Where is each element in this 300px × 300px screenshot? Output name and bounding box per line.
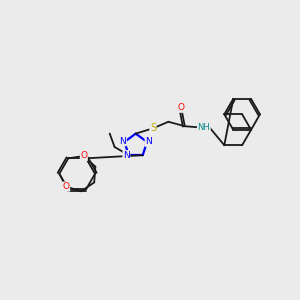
- Text: N: N: [145, 137, 152, 146]
- Text: O: O: [63, 182, 70, 191]
- Text: N: N: [120, 137, 126, 146]
- Text: NH: NH: [197, 123, 210, 132]
- Text: S: S: [150, 123, 156, 133]
- Text: O: O: [80, 152, 87, 160]
- Text: O: O: [178, 103, 185, 112]
- Text: N: N: [123, 151, 130, 160]
